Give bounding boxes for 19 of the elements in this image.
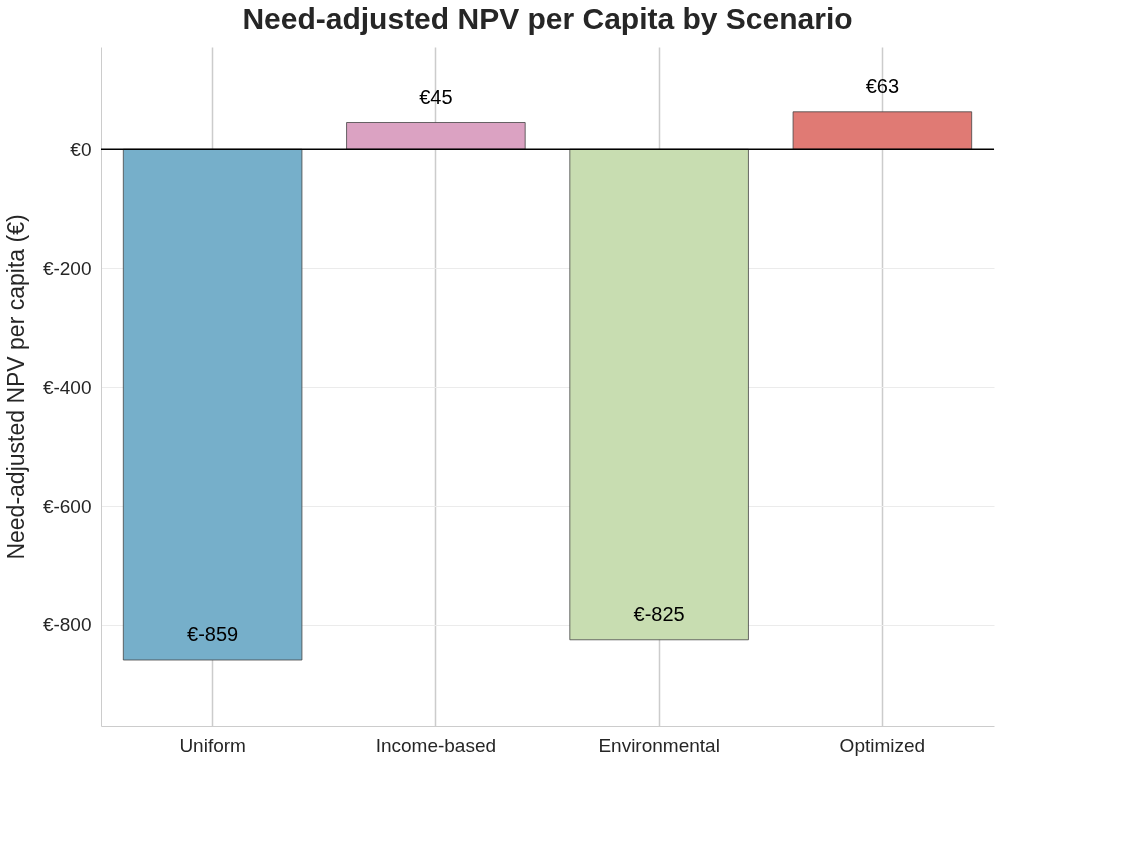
bar xyxy=(792,111,973,150)
bar xyxy=(122,148,303,661)
x-tick-label: Income-based xyxy=(375,734,497,756)
data-label: €63 xyxy=(865,74,900,97)
y-axis-title: Need-adjusted NPV per capita (€) xyxy=(2,214,29,560)
y-tick-label: €-800 xyxy=(42,614,92,636)
data-label: €-859 xyxy=(187,623,239,645)
x-tick-label: Optimized xyxy=(839,734,926,756)
y-tick-label: €-400 xyxy=(42,376,92,398)
x-tick-label: Uniform xyxy=(179,734,246,756)
data-label: €45 xyxy=(419,85,453,108)
y-tick-label: €0 xyxy=(70,138,92,160)
bar xyxy=(569,148,749,641)
y-tick-label: €-600 xyxy=(42,495,92,517)
y-tick-label: €-200 xyxy=(42,257,92,279)
data-label: €-825 xyxy=(633,602,685,625)
x-tick-label: Environmental xyxy=(598,734,720,756)
chart-title: Need-adjusted NPV per Capita by Scenario xyxy=(242,2,853,35)
bar xyxy=(346,122,526,150)
